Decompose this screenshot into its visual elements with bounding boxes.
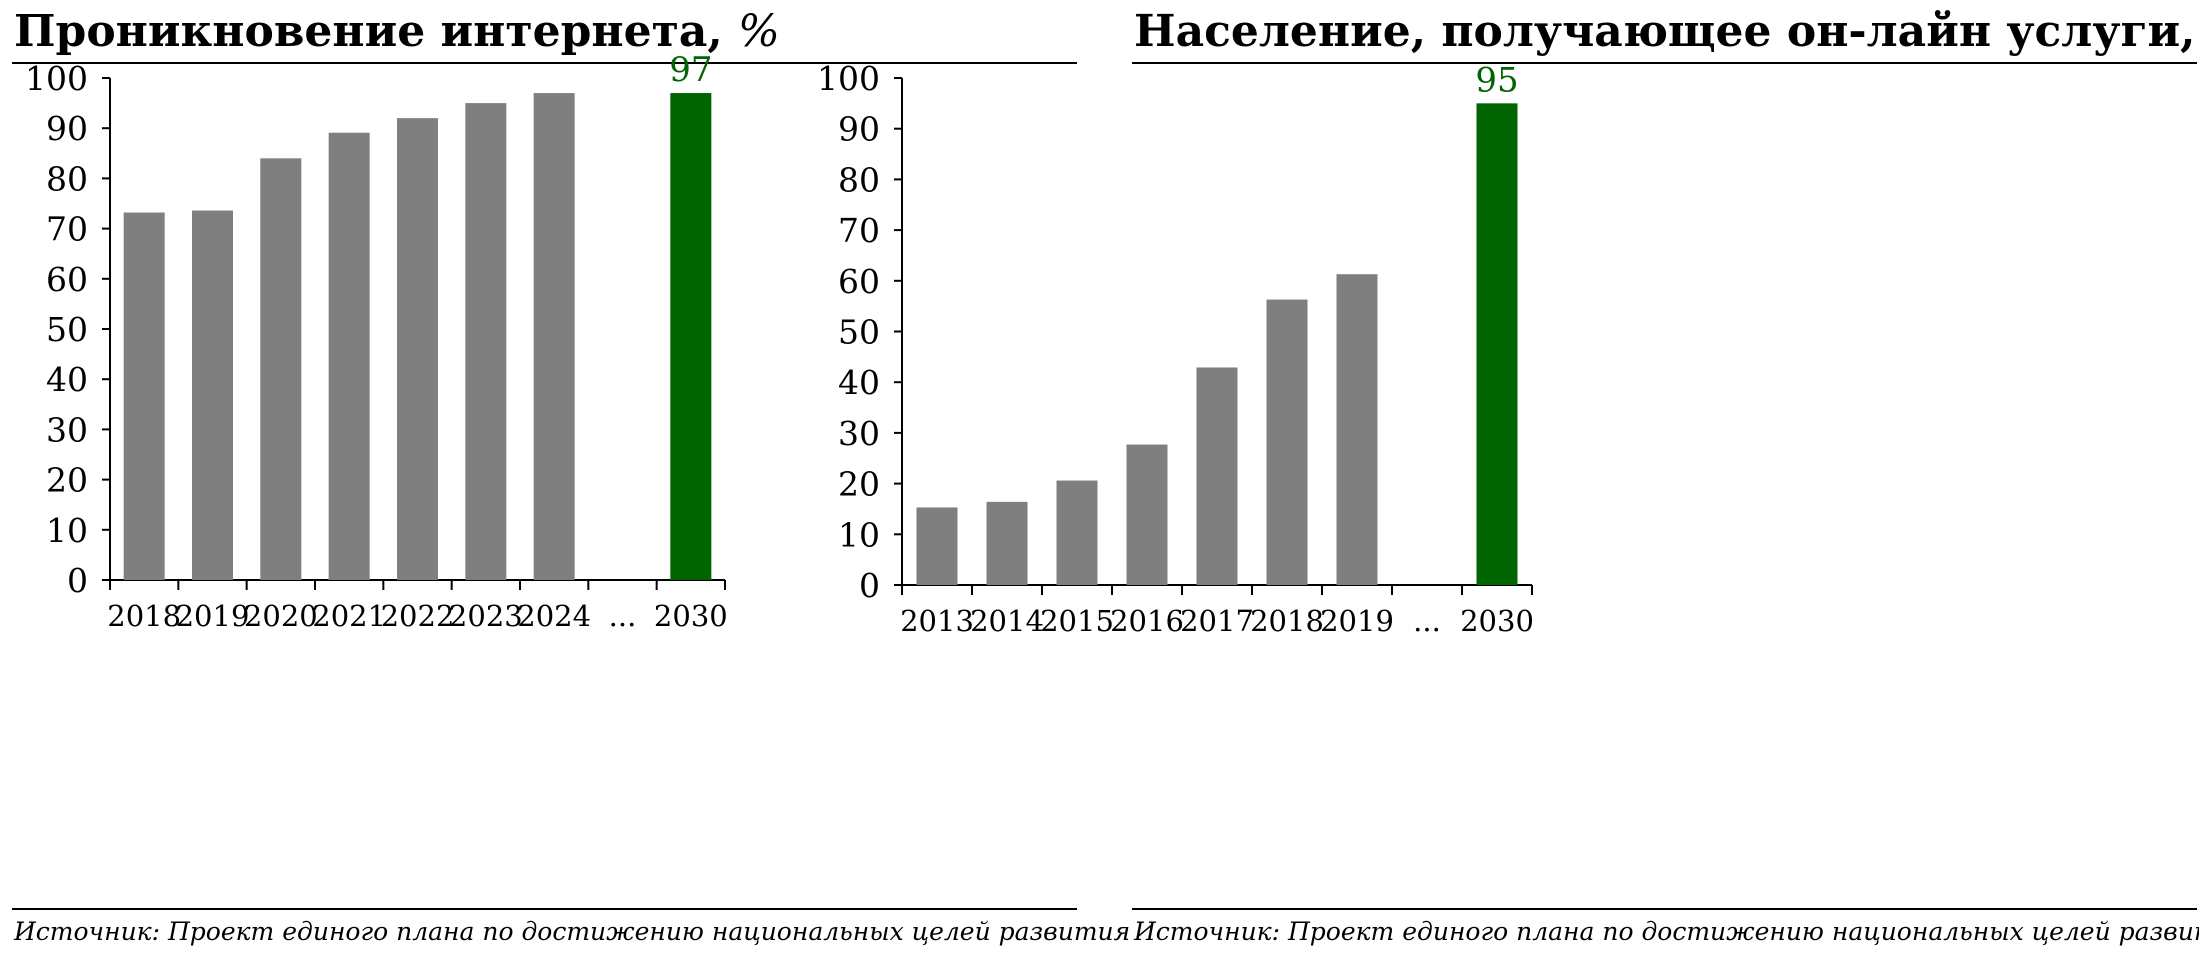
source-rule <box>12 908 1077 910</box>
bar-chart-online-services: 0102030405060708090100201320142015201620… <box>817 59 1534 638</box>
y-tick-label: 20 <box>838 465 880 504</box>
chart-panel-online-services: Население, получающее он-лайн услуги, % … <box>817 0 2199 959</box>
x-tick-label: 2030 <box>1460 604 1534 638</box>
y-tick-label: 100 <box>817 59 880 98</box>
x-tick-label: 2017 <box>1180 604 1254 638</box>
chart-title: Население, получающее он-лайн услуги, % <box>1134 4 2199 60</box>
y-tick-label: 30 <box>46 410 88 449</box>
y-tick-label: 30 <box>838 414 880 453</box>
y-tick-label: 80 <box>838 160 880 199</box>
x-tick-label: 2014 <box>970 604 1044 638</box>
bar-highlight <box>1476 103 1518 585</box>
x-tick-label: ... <box>609 599 637 633</box>
y-tick-label: 10 <box>838 515 880 554</box>
title-rule <box>12 62 1077 64</box>
data-label: 95 <box>1475 60 1518 100</box>
x-tick-label: 2030 <box>654 599 728 633</box>
bar <box>123 212 165 580</box>
y-tick-label: 0 <box>67 561 88 600</box>
chart-title-text: Население, получающее он-лайн услуги, <box>1134 6 2196 57</box>
chart-source-note: Источник: Проект единого плана по достиж… <box>14 917 1131 946</box>
x-tick-label: 2021 <box>312 599 386 633</box>
x-tick-label: 2023 <box>449 599 523 633</box>
x-tick-label: 2019 <box>176 599 250 633</box>
y-tick-label: 90 <box>46 109 88 148</box>
y-tick-label: 40 <box>838 363 880 402</box>
x-tick-label: 2015 <box>1040 604 1114 638</box>
chart-title: Проникновение интернета, % <box>14 4 780 60</box>
bar <box>260 158 302 580</box>
y-tick-label: 50 <box>838 313 880 352</box>
bar <box>1126 444 1168 585</box>
y-tick-label: 60 <box>838 262 880 301</box>
chart-panel-internet-penetration: Проникновение интернета, % 0 10 20 30 40 50 60… <box>0 0 1130 959</box>
y-tick-label: 70 <box>46 210 88 249</box>
y-tick-label: 100 <box>25 59 88 98</box>
y-tick-label: 10 <box>46 511 88 550</box>
bar <box>328 132 370 580</box>
bar <box>397 118 438 580</box>
data-label: 97 <box>669 50 712 90</box>
x-tick-label: 2016 <box>1110 604 1184 638</box>
bar-chart-internet-penetration: 0102030405060708090100201820192020202120… <box>25 50 728 633</box>
y-tick-label: 50 <box>46 310 88 349</box>
bar <box>533 93 575 580</box>
title-rule <box>1132 62 2197 64</box>
chart-title-text: Проникновение интернета, <box>14 6 723 57</box>
y-tick-label: 60 <box>46 260 88 299</box>
x-tick-label: 2022 <box>381 599 455 633</box>
x-tick-label: 2024 <box>517 599 591 633</box>
y-tick-label: 90 <box>838 110 880 149</box>
x-tick-label: 2013 <box>900 604 974 638</box>
y-tick-label: 80 <box>46 159 88 198</box>
chart-title-unit: % <box>738 6 780 57</box>
y-tick-label: 20 <box>46 461 88 500</box>
bar <box>916 507 958 585</box>
source-rule <box>1132 908 2197 910</box>
bar <box>986 501 1028 585</box>
bar <box>192 210 233 580</box>
x-tick-label: 2018 <box>1250 604 1324 638</box>
bar <box>1266 299 1308 585</box>
bar <box>465 103 507 580</box>
y-tick-label: 40 <box>46 360 88 399</box>
y-tick-label: 70 <box>838 211 880 250</box>
bar <box>1336 274 1378 585</box>
bar-highlight <box>670 93 712 580</box>
x-tick-label: ... <box>1413 604 1441 638</box>
bar <box>1196 367 1238 585</box>
bar <box>1056 480 1098 585</box>
chart-source-note: Источник: Проект единого плана по достиж… <box>1134 917 2199 946</box>
x-tick-label: 2019 <box>1320 604 1394 638</box>
x-tick-label: 2020 <box>244 599 318 633</box>
x-tick-label: 2018 <box>107 599 181 633</box>
y-tick-label: 0 <box>859 566 880 605</box>
